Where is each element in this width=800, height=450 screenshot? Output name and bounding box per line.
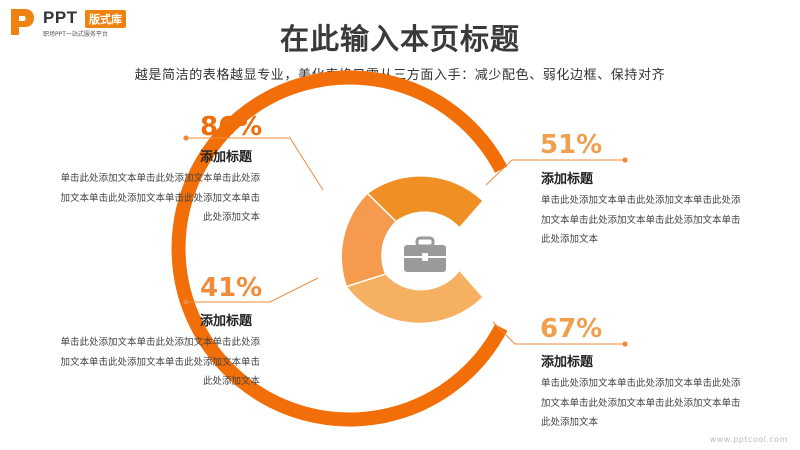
leader-line-51 (485, 157, 628, 186)
item-title-67: 添加标题 (541, 355, 594, 370)
item-title-51: 添加标题 (541, 172, 594, 187)
outer-ring-arc (171, 70, 508, 427)
item-body-51: 单击此处添加文本单击此处添加文本单击此处添加文本单击此处添加文本单击此处添加文本… (541, 195, 741, 245)
leader-line-41 (183, 277, 319, 305)
segment-left (341, 193, 396, 287)
leader-line-67 (492, 321, 628, 347)
watermark: www.pptcool.com (709, 435, 788, 444)
item-body-86: 单击此处添加文本单击此处添加文本单击此处添加文本单击此处添加文本单击此处添加文本… (60, 173, 260, 223)
page-subtitle: 越是简洁的表格越显专业，美化表格只需从三方面入手：减少配色、弱化边框、保持对齐 (134, 68, 666, 83)
percent-67: 67% (540, 314, 603, 344)
percent-86: 86% (200, 112, 263, 142)
segment-top (367, 176, 483, 227)
logo-p-icon (11, 9, 34, 35)
item-body-67: 单击此处添加文本单击此处添加文本单击此处添加文本单击此处添加文本单击此处添加文本… (541, 378, 741, 428)
item-title-86: 添加标题 (200, 150, 253, 165)
logo-badge: 版式库 (85, 10, 126, 28)
segment-bottom (347, 271, 483, 323)
page-title: 在此输入本页标题 (279, 22, 520, 56)
percent-51: 51% (540, 130, 603, 160)
logo: PPT 版式库 职场PPT一站式服务平台 (9, 6, 169, 38)
leader-line-86 (183, 135, 324, 191)
item-body-41: 单击此处添加文本单击此处添加文本单击此处添加文本单击此处添加文本单击此处添加文本… (60, 337, 260, 387)
item-title-41: 添加标题 (200, 314, 253, 329)
logo-brand: PPT (43, 8, 78, 27)
logo-tagline: 职场PPT一站式服务平台 (43, 31, 108, 38)
briefcase-icon (404, 236, 446, 272)
percent-41: 41% (200, 273, 263, 303)
